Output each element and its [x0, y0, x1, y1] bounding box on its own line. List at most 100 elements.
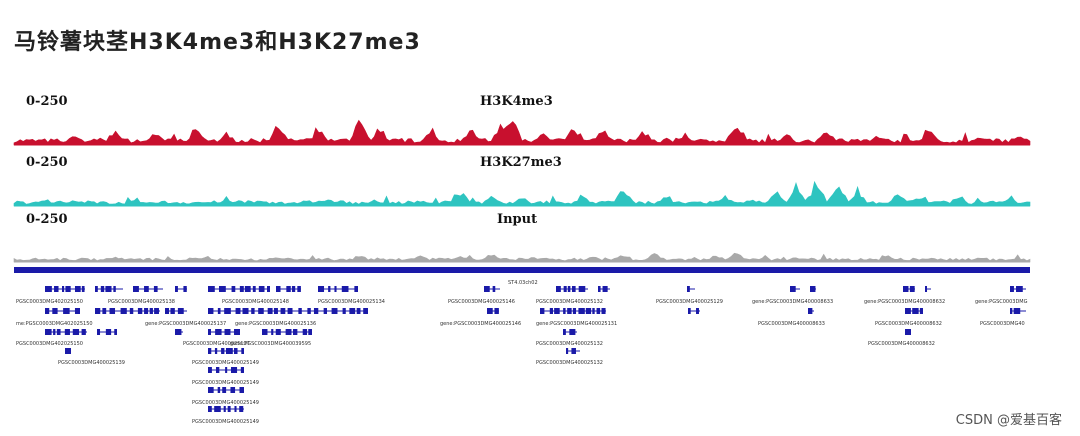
gene-exon — [225, 367, 228, 373]
gene-exon — [65, 286, 71, 292]
gene-exon — [808, 308, 813, 314]
gene-label: PGSC0003DMG400025137 — [183, 341, 250, 347]
gene-exon — [235, 308, 241, 314]
gene-exon — [318, 286, 325, 292]
gene-exon — [1010, 286, 1014, 292]
gene-exon — [63, 308, 70, 314]
gene-exon — [45, 308, 50, 314]
gene-exon — [224, 308, 231, 314]
gene-exon — [349, 308, 356, 314]
gene-exon — [241, 348, 244, 354]
gene-exon — [696, 308, 699, 314]
gene-exon — [208, 387, 214, 393]
gene-exon — [105, 329, 112, 335]
gene-exon — [137, 308, 143, 314]
gene-exon — [230, 387, 236, 393]
gene-exon — [239, 387, 244, 393]
gene-label: gene:PGSC0003DMG — [975, 299, 1028, 305]
gene-label: PGSC0003DMG400025129 — [656, 299, 723, 305]
gene-label: gene:PGSC0003DMG400025137 — [145, 321, 226, 327]
gene-exon — [234, 406, 237, 412]
gene-exon — [334, 286, 337, 292]
gene-exon — [242, 308, 249, 314]
gene-label: gene:PGSC0003DMG400039595 — [230, 341, 311, 347]
gene-label: PGSC0003DMG400025139 — [58, 360, 125, 366]
gene-exon — [687, 286, 690, 292]
gene-exon — [56, 329, 61, 335]
gene-exon — [292, 329, 298, 335]
gene-exon — [214, 406, 221, 412]
gene-exon — [307, 308, 311, 314]
gene-exon — [230, 367, 238, 373]
gene-exon — [61, 286, 65, 292]
gene-exon — [224, 329, 231, 335]
gene-exon — [567, 308, 572, 314]
gene-exon — [109, 308, 116, 314]
gene-exon — [114, 329, 117, 335]
gene-exon — [331, 308, 338, 314]
gene-exon — [363, 308, 368, 314]
gene-exon — [45, 329, 52, 335]
gene-exon — [285, 329, 292, 335]
gene-exon — [113, 286, 116, 292]
gene-exon — [287, 308, 293, 314]
gene-exon — [54, 286, 59, 292]
gene-exon — [262, 329, 268, 335]
gene-exon — [120, 308, 127, 314]
track-name-input: Input — [497, 212, 538, 227]
gene-exon — [790, 286, 796, 292]
gene-exon — [129, 308, 134, 314]
gene-exon — [45, 286, 52, 292]
gene-label: PGSC0003DMG400025132 — [536, 299, 603, 305]
gene-exon — [912, 308, 919, 314]
gene-exon — [177, 308, 184, 314]
gene-exon — [144, 308, 149, 314]
gene-exon — [578, 308, 585, 314]
track-name-h3k4me3: H3K4me3 — [480, 94, 553, 109]
gene-label: me:PGSC0003DMG402025150 — [16, 321, 93, 327]
gene-exon — [64, 329, 70, 335]
gene-exon — [492, 286, 496, 292]
track-range-input: 0-250 — [26, 212, 68, 227]
gene-exon — [556, 286, 561, 292]
gene-exon — [271, 329, 274, 335]
gene-exon — [133, 286, 139, 292]
gene-exon — [291, 286, 296, 292]
gene-exon — [592, 308, 595, 314]
gene-exon — [688, 308, 691, 314]
gene-label: PGSC0003DMG400025146 — [448, 299, 515, 305]
gene-label: gene:PGSC0003DMG400008633 — [752, 299, 833, 305]
gene-exon — [273, 308, 278, 314]
gene-exon — [602, 286, 608, 292]
gene-exon — [275, 329, 281, 335]
gene-exon — [1016, 286, 1023, 292]
gene-exon — [919, 308, 923, 314]
gene-exon — [494, 308, 499, 314]
gene-exon — [218, 286, 226, 292]
gene-exon — [214, 348, 218, 354]
gene-exon — [566, 348, 569, 354]
gene-label: PGSC0003DMG400025149 — [192, 400, 259, 406]
gene-exon — [244, 286, 251, 292]
gene-exon — [95, 286, 98, 292]
gene-exon — [596, 308, 601, 314]
gene-exon — [233, 348, 238, 354]
gene-exon — [252, 286, 256, 292]
gene-exon — [208, 286, 215, 292]
gene-exon — [215, 367, 220, 373]
gene-exon — [251, 308, 255, 314]
gene-exon — [267, 286, 270, 292]
gene-exon — [554, 308, 560, 314]
gene-exon — [601, 308, 606, 314]
gene-exon — [487, 308, 493, 314]
track-range-h3k27me3: 0-250 — [26, 155, 68, 170]
gene-exon — [95, 308, 101, 314]
gene-exon — [81, 286, 85, 292]
gene-label: gene:PGSC0003DMG400025136 — [235, 321, 316, 327]
gene-exon — [102, 308, 107, 314]
gene-exon — [341, 286, 349, 292]
gene-exon — [571, 348, 576, 354]
gene-exon — [276, 286, 281, 292]
gene-label: PGSC0003DMG400025138 — [108, 299, 175, 305]
